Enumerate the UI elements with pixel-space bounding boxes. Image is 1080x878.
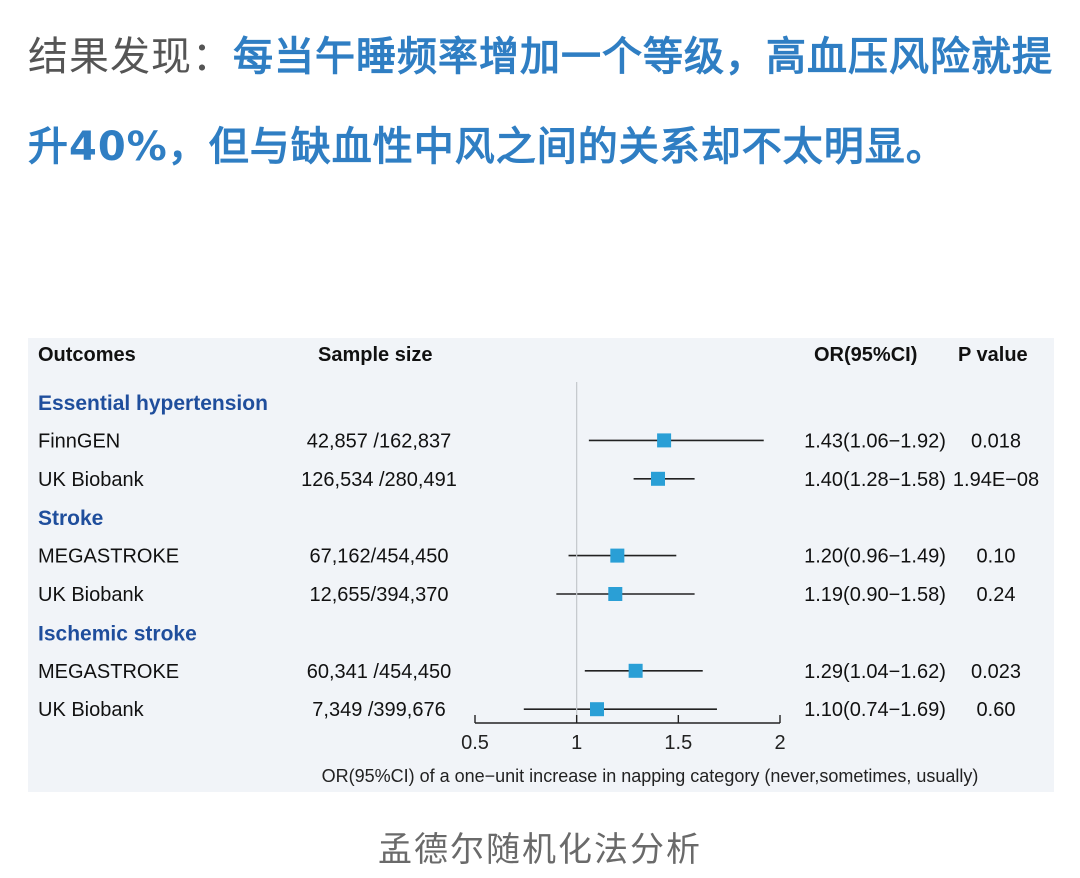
outcome-label: UK Biobank: [38, 584, 145, 606]
sample-size: 12,655/394,370: [309, 584, 448, 606]
header-outcomes: Outcomes: [38, 344, 136, 366]
group-heading: Stroke: [38, 507, 103, 530]
forest-plot: Outcomes Sample size OR(95%CI) P value E…: [38, 344, 1039, 786]
outcome-label: MEGASTROKE: [38, 546, 179, 568]
outcome-label: UK Biobank: [38, 699, 145, 721]
group-heading: Ischemic stroke: [38, 622, 197, 645]
or-ci-value: 1.19(0.90−1.58): [804, 584, 946, 606]
sample-size: 126,534 /280,491: [301, 469, 457, 491]
headline-lead: 结果发现：: [28, 34, 233, 80]
header-p-value: P value: [958, 344, 1028, 366]
point-estimate: [610, 548, 625, 563]
or-ci-value: 1.10(0.74−1.69): [804, 699, 946, 721]
p-value: 0.018: [971, 430, 1021, 452]
x-tick-label: 2: [774, 732, 785, 754]
figure-caption: 孟德尔随机化法分析: [378, 830, 702, 870]
headline: 结果发现：每当午睡频率增加一个等级，高血压风险就提升40%，但与缺血性中风之间的…: [28, 12, 1058, 192]
or-ci-value: 1.20(0.96−1.49): [804, 546, 946, 568]
sample-size: 7,349 /399,676: [312, 699, 445, 721]
or-ci-value: 1.43(1.06−1.92): [804, 430, 946, 452]
sample-size: 60,341 /454,450: [307, 661, 452, 683]
x-tick-label: 1.5: [664, 732, 692, 754]
p-value: 0.24: [977, 584, 1016, 606]
header-or: OR(95%CI): [814, 344, 917, 366]
sample-size: 67,162/454,450: [309, 546, 448, 568]
group-heading: Essential hypertension: [38, 392, 268, 415]
outcome-label: UK Biobank: [38, 469, 145, 491]
x-axis-label: OR(95%CI) of a one−unit increase in napp…: [322, 766, 979, 786]
sample-size: 42,857 /162,837: [307, 430, 452, 452]
p-value: 0.023: [971, 661, 1021, 683]
headline-body: 每当午睡频率增加一个等级，高血压风险就提升40%，但与缺血性中风之间的关系却不太…: [28, 34, 1053, 170]
header-sample-size: Sample size: [318, 344, 433, 366]
point-estimate: [628, 663, 643, 678]
or-ci-value: 1.40(1.28−1.58): [804, 469, 946, 491]
outcome-label: FinnGEN: [38, 430, 120, 452]
p-value: 0.60: [977, 699, 1016, 721]
outcome-label: MEGASTROKE: [38, 661, 179, 683]
point-estimate: [657, 433, 672, 448]
forest-plot-panel: Outcomes Sample size OR(95%CI) P value E…: [28, 338, 1054, 792]
or-ci-value: 1.29(1.04−1.62): [804, 661, 946, 683]
x-tick-label: 1: [571, 732, 582, 754]
p-value: 0.10: [977, 546, 1016, 568]
p-value: 1.94E−08: [953, 469, 1039, 491]
x-tick-label: 0.5: [461, 732, 489, 754]
point-estimate: [651, 471, 665, 486]
point-estimate: [590, 702, 604, 717]
point-estimate: [608, 587, 623, 601]
